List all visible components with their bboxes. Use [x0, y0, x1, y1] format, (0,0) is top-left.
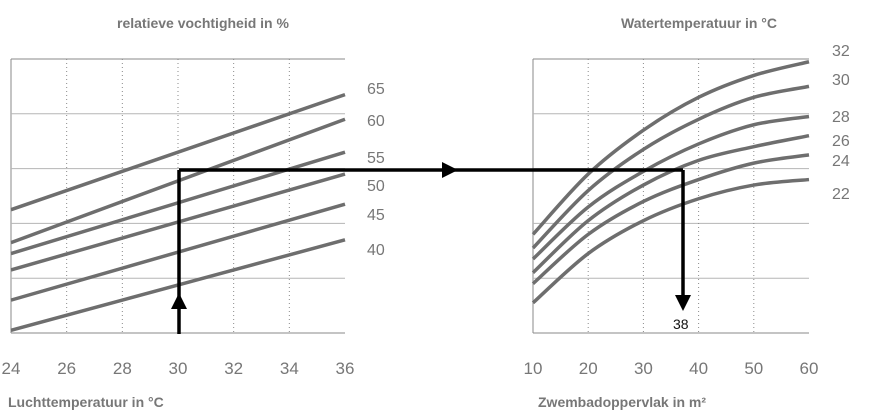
water-temp-label-24: 24	[832, 153, 850, 170]
right-x-tick: 60	[800, 359, 819, 378]
water-temp-curve-22	[531, 177, 810, 305]
humidity-label-60: 60	[367, 113, 385, 130]
left-x-tick: 32	[224, 359, 243, 378]
humidity-label-40: 40	[367, 242, 385, 259]
left-x-tick: 26	[57, 359, 76, 378]
example-guide-path: 38	[171, 162, 691, 334]
right-x-tick: 40	[689, 359, 708, 378]
right-plot-area	[532, 58, 809, 334]
water-temp-curve-24	[531, 153, 810, 285]
right-x-tick: 30	[634, 359, 653, 378]
guide-arrow-down-icon	[675, 295, 691, 311]
left-x-tick: 24	[2, 359, 21, 378]
water-temp-curve-26	[531, 134, 810, 274]
left-x-tick: 36	[336, 359, 355, 378]
series-labels: 65 60 55 50 45 40 32 30 28 26 24 22	[367, 43, 850, 259]
water-temp-label-32: 32	[832, 43, 850, 60]
left-x-axis-label: Luchttemperatuur in °C	[8, 394, 164, 410]
right-x-tick: 10	[524, 359, 543, 378]
humidity-line-65	[10, 92, 346, 212]
humidity-label-65: 65	[367, 81, 385, 98]
right-chart-title: Watertemperatuur in °C	[621, 15, 777, 31]
water-temp-label-26: 26	[832, 133, 850, 150]
right-x-tick: 50	[744, 359, 763, 378]
left-x-tick: 28	[113, 359, 132, 378]
left-x-tick: 34	[280, 359, 299, 378]
x-tick-labels: 24 26 28 30 32 34 36 10 20 30 40 50 60	[2, 359, 819, 378]
guide-arrow-right-icon	[442, 162, 458, 178]
humidity-label-45: 45	[367, 207, 385, 224]
water-temp-curve-28	[531, 114, 810, 261]
left-chart-title: relatieve vochtigheid in %	[117, 15, 289, 31]
humidity-label-55: 55	[367, 150, 385, 167]
water-temp-curve-30	[531, 84, 810, 250]
result-area-value: 38	[673, 316, 689, 332]
humidity-label-50: 50	[367, 178, 385, 195]
water-temp-label-30: 30	[832, 72, 850, 89]
water-temp-label-28: 28	[832, 109, 850, 126]
guide-arrow-up-icon	[171, 293, 187, 309]
left-x-tick: 30	[169, 359, 188, 378]
water-temp-curve-32	[531, 60, 810, 236]
water-temp-label-22: 22	[832, 186, 850, 203]
right-water-temp-curves	[531, 60, 810, 305]
right-x-tick: 20	[579, 359, 598, 378]
right-x-axis-label: Zwembadoppervlak in m²	[538, 394, 706, 410]
